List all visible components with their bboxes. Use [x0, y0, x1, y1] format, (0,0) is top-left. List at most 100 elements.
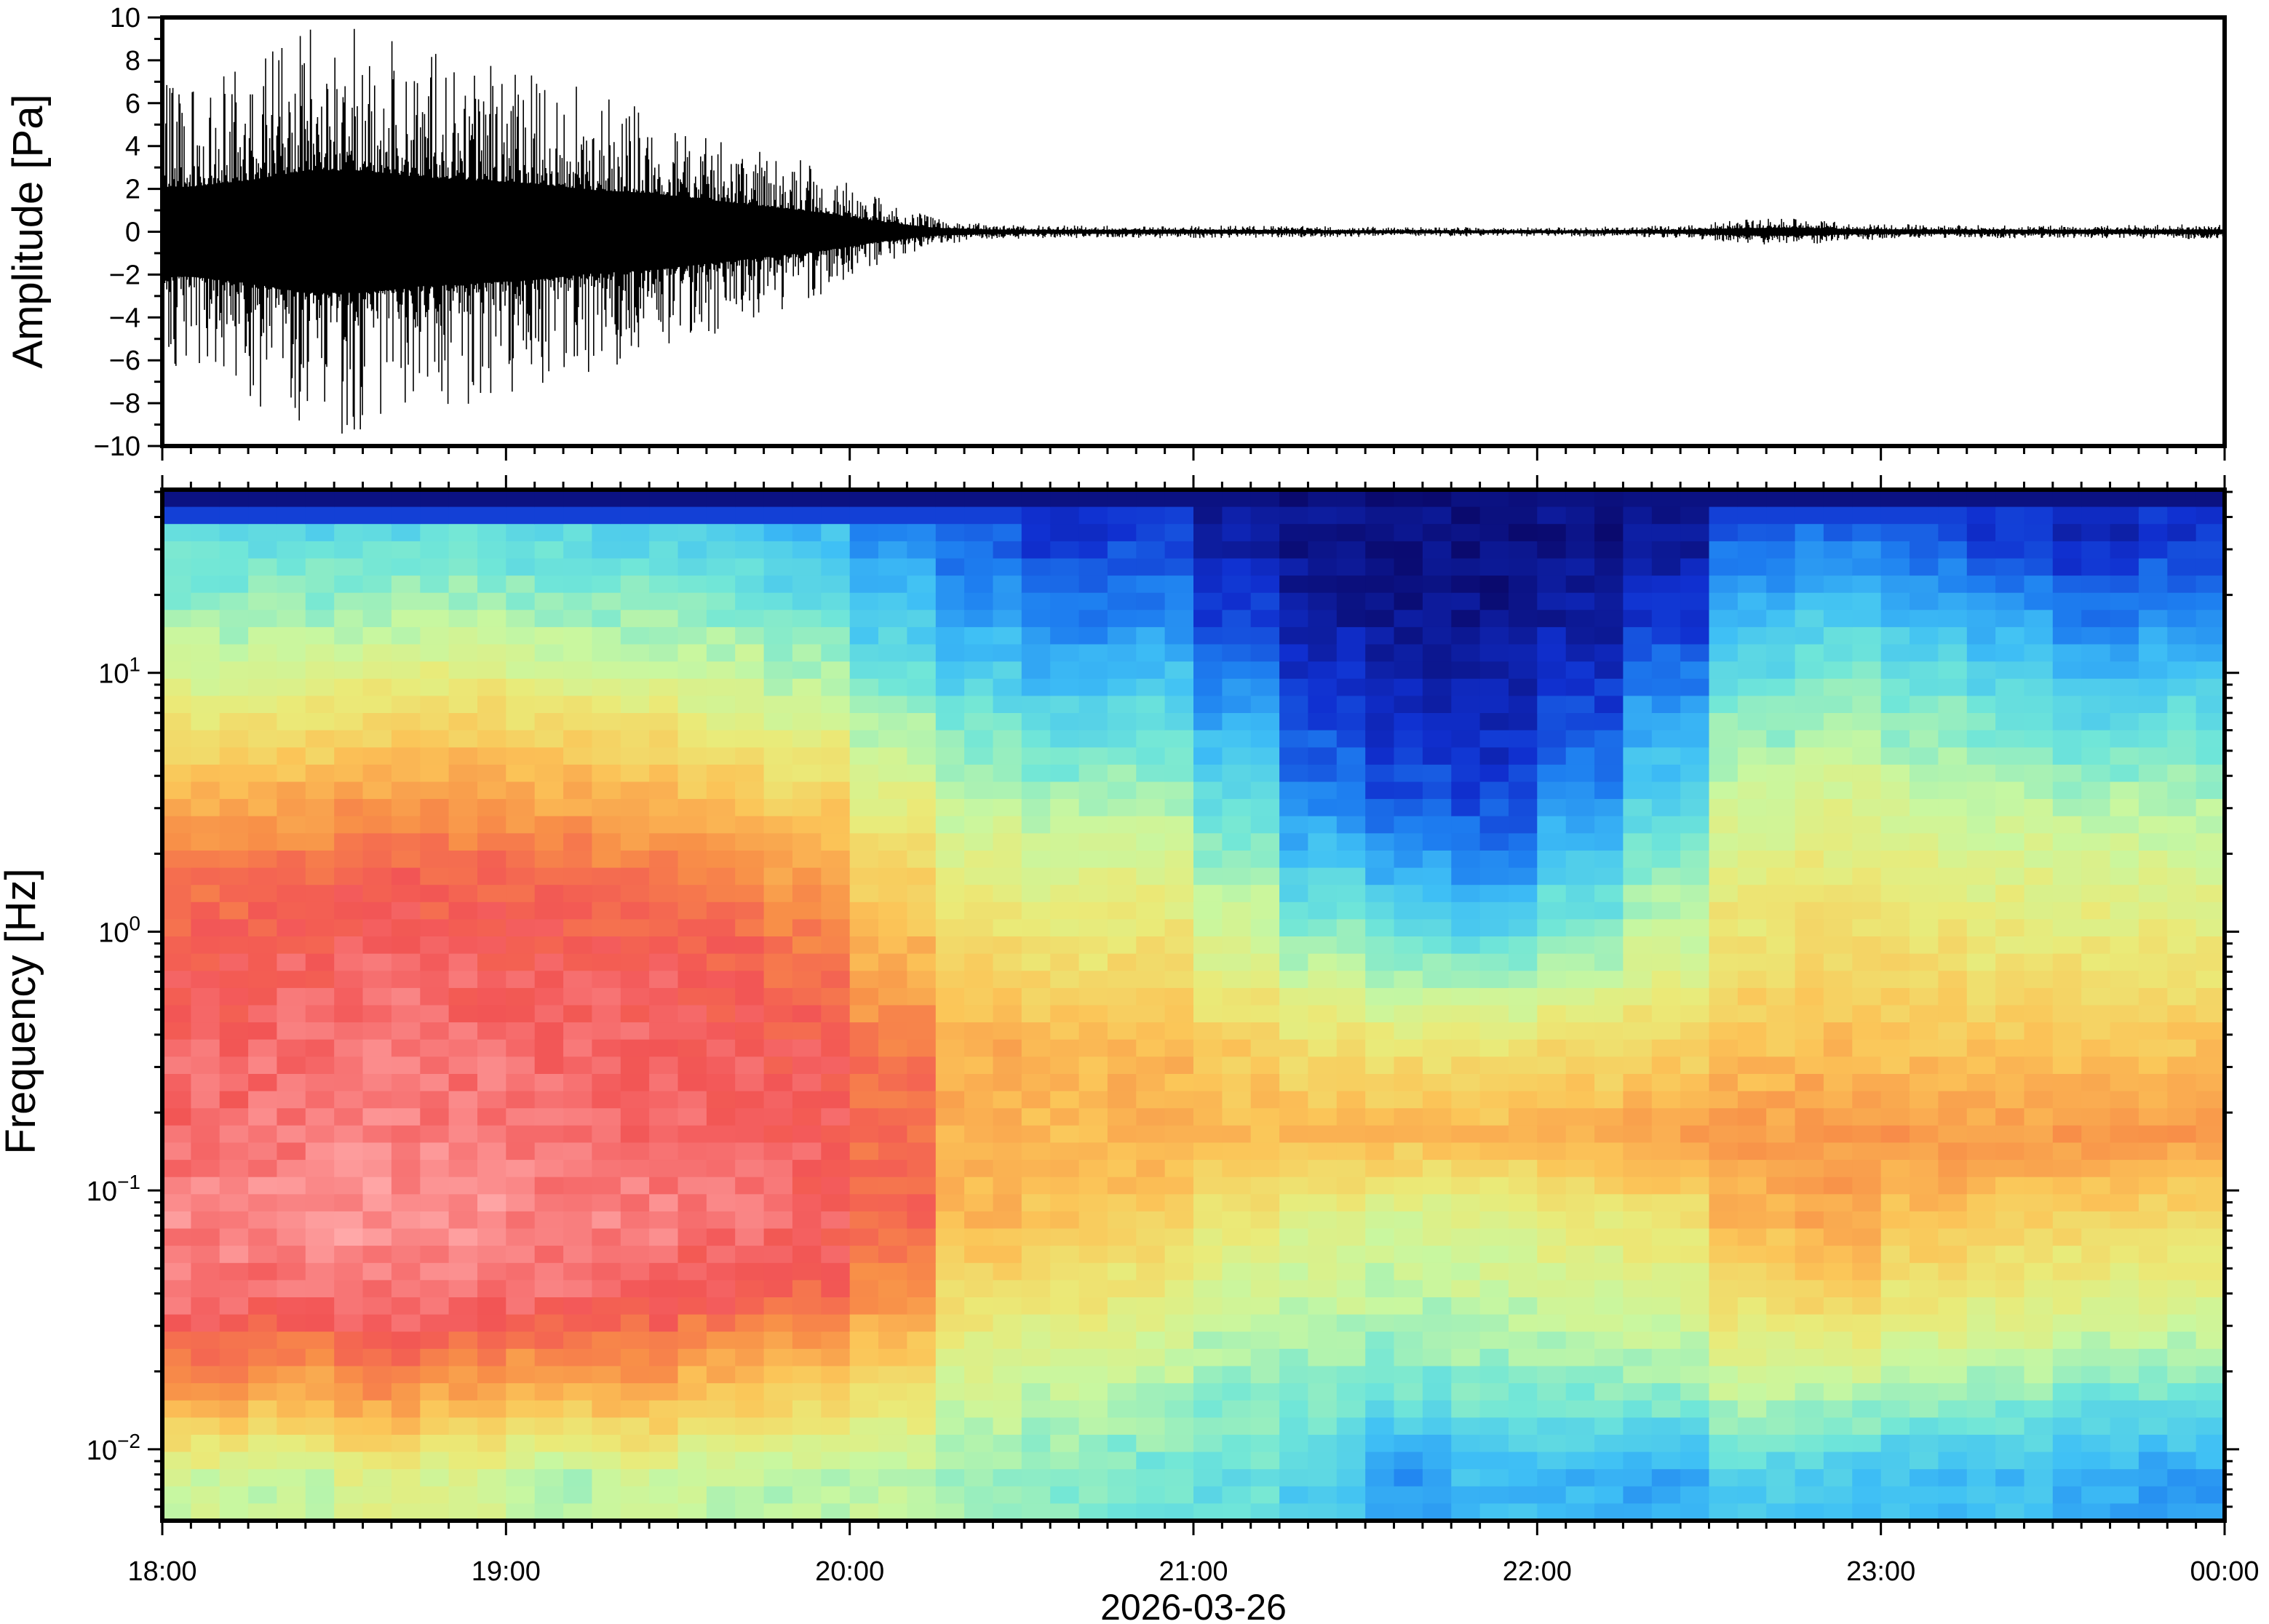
spectrogram-cell — [1193, 730, 1223, 748]
spectrogram-cell — [1537, 919, 1567, 937]
spectrogram-cell — [1336, 626, 1366, 645]
spectrogram-cell — [2167, 799, 2197, 817]
spectrogram-cell — [1336, 1348, 1366, 1367]
spectrogram-cell — [592, 1348, 621, 1367]
spectrogram-cell — [849, 953, 879, 972]
spectrogram-cell — [592, 541, 621, 560]
spectrogram-cell — [735, 678, 765, 697]
spectrogram-cell — [563, 1280, 593, 1298]
spectrogram-cell — [620, 1091, 650, 1109]
spectrogram-cell — [2138, 1142, 2169, 1161]
spectrogram-cell — [1938, 1022, 1968, 1040]
spectrogram-cell — [1021, 626, 1051, 645]
spectrogram-cell — [477, 490, 507, 508]
spectrogram-cell — [1709, 592, 1738, 611]
spectrogram-cell — [1136, 610, 1166, 628]
spectrogram-cell — [1966, 867, 1996, 885]
spectrogram-cell — [2024, 1246, 2054, 1264]
spectrogram-cell — [362, 1022, 392, 1040]
spectrogram-cell — [1451, 901, 1481, 920]
spectrogram-cell — [592, 1091, 621, 1109]
spectrogram-cell — [305, 833, 335, 851]
spectrogram-cell — [1422, 678, 1453, 697]
spectrogram-cell — [2196, 816, 2225, 835]
spectrogram-cell — [1852, 1211, 1882, 1230]
spectrogram-cell — [448, 901, 478, 920]
spectrogram-cell — [448, 885, 478, 903]
spectrogram-cell — [1737, 1056, 1768, 1075]
spectrogram-cell — [620, 576, 650, 594]
spectrogram-cell — [162, 1228, 192, 1246]
spectrogram-cell — [1050, 506, 1080, 525]
spectrogram-cell — [1766, 851, 1796, 869]
spectrogram-cell — [1565, 867, 1595, 885]
spectrogram-cell — [2052, 713, 2082, 731]
spectrogram-cell — [362, 1177, 392, 1195]
spectrogram-cell — [277, 987, 306, 1006]
spectrogram-cell — [849, 1452, 879, 1470]
spectrogram-cell — [420, 1108, 450, 1126]
spectrogram-cell — [1250, 1246, 1280, 1264]
spectrogram-cell — [792, 1434, 822, 1453]
spectrogram-cell — [1537, 524, 1567, 542]
spectrogram-cell — [1737, 1348, 1768, 1367]
spectrogram-cell — [1565, 610, 1595, 628]
spectrogram-cell — [1050, 1383, 1080, 1401]
spectrogram-cell — [1336, 747, 1366, 765]
spectrogram-cell — [2081, 1503, 2111, 1521]
spectrogram-cell — [1164, 987, 1194, 1006]
spectrogram-cell — [2081, 490, 2111, 508]
spectrogram-cell — [477, 506, 507, 525]
spectrogram-cell — [1279, 1469, 1309, 1487]
spectrogram-cell — [1479, 799, 1509, 817]
spectrogram-cell — [1795, 1469, 1824, 1487]
spectrogram-cell — [620, 541, 650, 560]
spectrogram-cell — [1136, 644, 1166, 662]
spectrogram-cell — [1050, 661, 1080, 680]
spectrogram-cell — [1680, 1332, 1710, 1350]
spectrogram-cell — [1136, 696, 1166, 714]
spectrogram-cell — [1279, 730, 1309, 748]
spectrogram-cell — [706, 678, 736, 697]
spectrogram-cell — [2024, 987, 2054, 1006]
spectrogram-cell — [1910, 1246, 1939, 1264]
spectrogram-cell — [1995, 576, 2025, 594]
spectrogram-cell — [878, 644, 908, 662]
spectrogram-cell — [1509, 576, 1538, 594]
spectrogram-cell — [248, 1039, 278, 1058]
spectrogram-cell — [592, 885, 621, 903]
time-tick-label: 20:00 — [815, 1556, 884, 1587]
spectrogram-cell — [506, 1125, 536, 1144]
spectrogram-cell — [1451, 781, 1481, 800]
spectrogram-cell — [563, 610, 593, 628]
spectrogram-cell — [849, 851, 879, 869]
spectrogram-cell — [763, 936, 793, 955]
spectrogram-cell — [1966, 781, 1996, 800]
spectrogram-cell — [878, 1228, 908, 1246]
spectrogram-cell — [1394, 524, 1423, 542]
spectrogram-cell — [1250, 1434, 1280, 1453]
spectrogram-cell — [277, 576, 306, 594]
spectrogram-cell — [534, 867, 564, 885]
spectrogram-cell — [1308, 1332, 1338, 1350]
spectrogram-cell — [1880, 524, 1910, 542]
spectrogram-cell — [1222, 558, 1252, 576]
spectrogram-cell — [878, 1383, 908, 1401]
spectrogram-cell — [2024, 661, 2054, 680]
spectrogram-cell — [993, 1211, 1022, 1230]
spectrogram-cell — [1995, 713, 2025, 731]
spectrogram-cell — [219, 1194, 249, 1212]
spectrogram-cell — [878, 919, 908, 937]
spectrogram-cell — [2081, 1160, 2111, 1178]
spectrogram-cell — [620, 626, 650, 645]
spectrogram-cell — [1623, 696, 1653, 714]
spectrogram-cell — [1193, 592, 1223, 611]
spectrogram-cell — [2138, 1262, 2169, 1281]
spectrogram-cell — [191, 730, 220, 748]
spectrogram-cell — [1394, 833, 1423, 851]
spectrogram-cell — [1565, 661, 1595, 680]
spectrogram-cell — [1279, 747, 1309, 765]
spectrogram-cell — [1709, 696, 1738, 714]
spectrogram-cell — [1394, 1400, 1423, 1419]
spectrogram-cell — [2196, 1280, 2225, 1298]
